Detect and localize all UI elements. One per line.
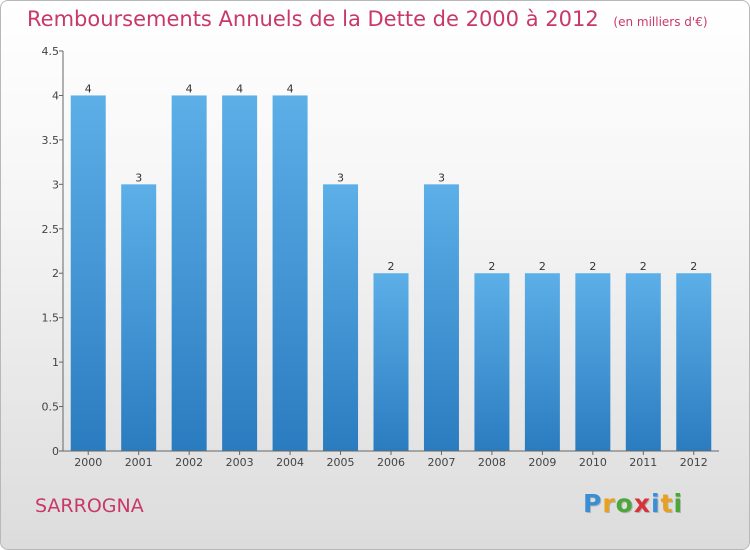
bar-2007 bbox=[423, 184, 459, 452]
x-tick-label: 2010 bbox=[579, 456, 607, 469]
bar-value-label: 2 bbox=[690, 260, 697, 273]
y-tick-label: 1.5 bbox=[42, 312, 60, 325]
y-tick-label: 0.5 bbox=[42, 401, 60, 414]
bar-value-label: 3 bbox=[438, 171, 445, 184]
bar-2003 bbox=[222, 95, 258, 451]
y-tick-label: 3.5 bbox=[42, 134, 60, 147]
y-tick-label: 2 bbox=[52, 267, 59, 280]
logo-letter: i bbox=[673, 489, 684, 518]
bar-value-label: 3 bbox=[337, 171, 344, 184]
x-tick-label: 2008 bbox=[478, 456, 506, 469]
bar-2012 bbox=[676, 273, 712, 451]
bar-2010 bbox=[575, 273, 611, 451]
bar-2008 bbox=[474, 273, 510, 451]
logo-letter: r bbox=[602, 489, 616, 518]
bar-2000 bbox=[70, 95, 106, 451]
x-tick-label: 2007 bbox=[427, 456, 455, 469]
chart-title-text: Remboursements Annuels de la Dette de 20… bbox=[27, 7, 599, 31]
bar-2005 bbox=[323, 184, 359, 452]
logo-letter: o bbox=[615, 489, 634, 518]
chart-unit-label: (en milliers d'€) bbox=[613, 15, 708, 29]
bar-value-label: 4 bbox=[236, 82, 243, 95]
proxiti-logo[interactable]: Proxiti bbox=[583, 489, 683, 518]
x-tick-label: 2004 bbox=[276, 456, 304, 469]
bar-value-label: 4 bbox=[85, 82, 92, 95]
commune-name: SARROGNA bbox=[35, 495, 144, 517]
bar-value-label: 3 bbox=[135, 171, 142, 184]
bar-value-label: 2 bbox=[640, 260, 647, 273]
x-tick-label: 2009 bbox=[528, 456, 556, 469]
bar-value-label: 2 bbox=[388, 260, 395, 273]
bar-value-label: 2 bbox=[539, 260, 546, 273]
logo-letter: i bbox=[651, 489, 661, 518]
x-tick-label: 2000 bbox=[74, 456, 102, 469]
y-tick-label: 3 bbox=[52, 178, 59, 191]
x-tick-label: 2003 bbox=[226, 456, 254, 469]
bar-2001 bbox=[121, 184, 157, 452]
chart-title: Remboursements Annuels de la Dette de 20… bbox=[27, 7, 708, 31]
bar-2002 bbox=[171, 95, 207, 451]
bar-2006 bbox=[373, 273, 409, 451]
bar-value-label: 4 bbox=[287, 82, 294, 95]
bar-2004 bbox=[272, 95, 308, 451]
bar-value-label: 2 bbox=[488, 260, 495, 273]
x-tick-label: 2002 bbox=[175, 456, 203, 469]
logo-letter: P bbox=[583, 489, 603, 518]
x-tick-label: 2001 bbox=[125, 456, 153, 469]
x-tick-label: 2005 bbox=[327, 456, 355, 469]
y-tick-label: 1 bbox=[52, 356, 59, 369]
bar-2009 bbox=[524, 273, 560, 451]
y-tick-label: 4 bbox=[52, 89, 59, 102]
bar-2011 bbox=[625, 273, 661, 451]
x-tick-label: 2006 bbox=[377, 456, 405, 469]
x-tick-label: 2011 bbox=[629, 456, 657, 469]
bar-value-label: 2 bbox=[589, 260, 596, 273]
logo-letter: x bbox=[633, 489, 651, 518]
y-tick-label: 0 bbox=[52, 445, 59, 458]
y-tick-label: 2.5 bbox=[42, 223, 60, 236]
bar-value-label: 4 bbox=[186, 82, 193, 95]
logo-letter: t bbox=[660, 489, 674, 518]
x-tick-label: 2012 bbox=[680, 456, 708, 469]
y-tick-label: 4.5 bbox=[42, 45, 60, 58]
